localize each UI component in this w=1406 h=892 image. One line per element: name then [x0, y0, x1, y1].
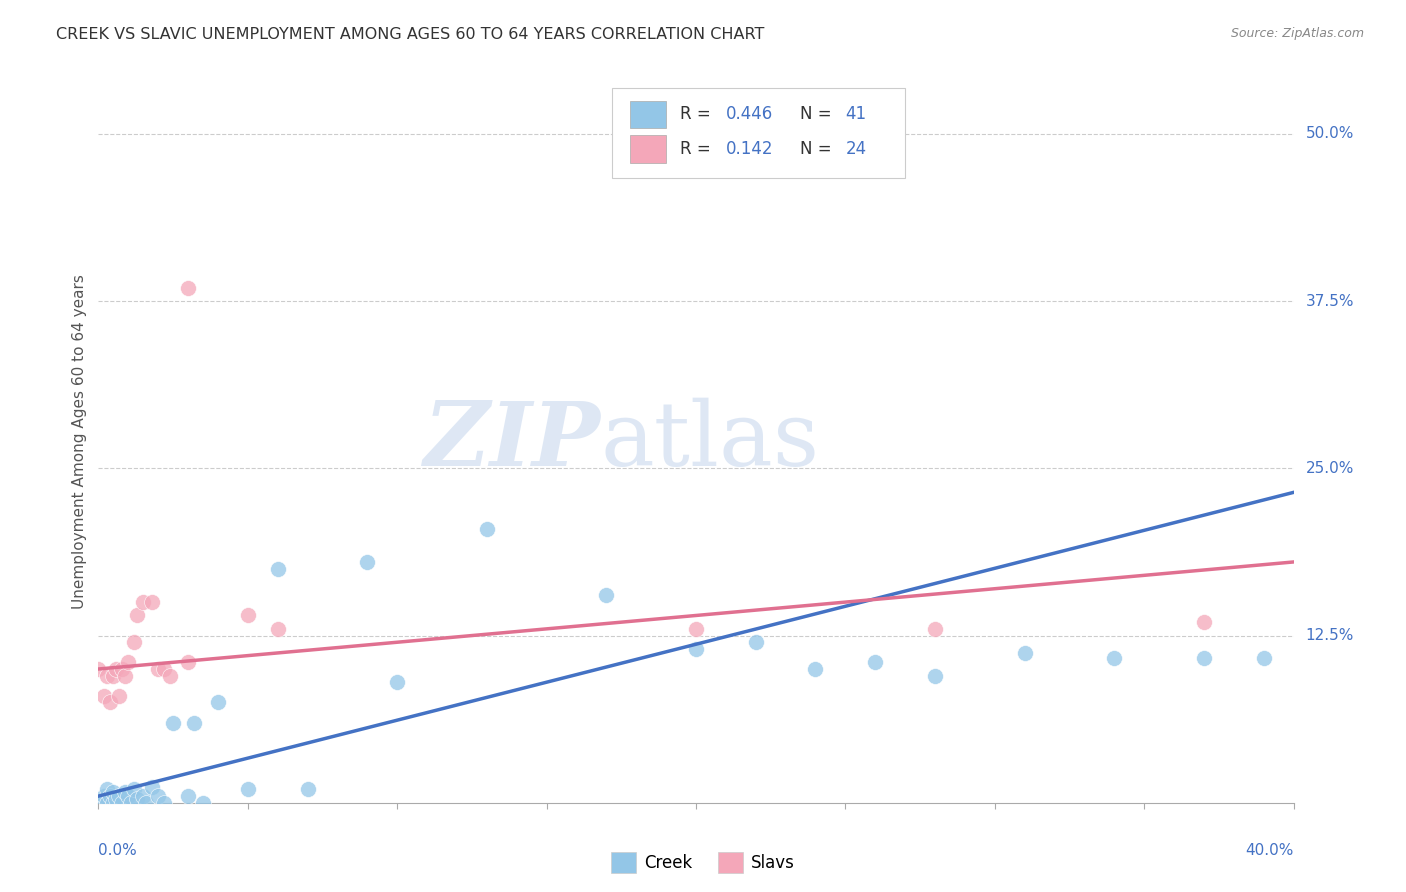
Text: Source: ZipAtlas.com: Source: ZipAtlas.com	[1230, 27, 1364, 40]
Text: 41: 41	[845, 105, 866, 123]
Point	[96, 796, 118, 810]
Point	[93, 789, 115, 804]
Point	[103, 669, 125, 683]
Point	[804, 662, 827, 676]
Point	[114, 669, 136, 683]
Point	[105, 792, 128, 806]
Text: 24: 24	[845, 140, 866, 158]
Point	[153, 662, 176, 676]
Point	[108, 789, 131, 804]
Point	[127, 608, 149, 623]
Point	[1192, 651, 1215, 665]
Point	[93, 689, 115, 703]
Point	[98, 789, 122, 804]
Text: N =: N =	[800, 140, 837, 158]
Point	[117, 789, 139, 804]
Text: atlas: atlas	[600, 398, 820, 485]
Point	[148, 662, 170, 676]
Point	[148, 789, 170, 804]
Point	[162, 715, 184, 730]
Point	[207, 696, 229, 710]
Point	[1104, 651, 1126, 665]
Text: R =: R =	[681, 105, 717, 123]
Point	[111, 662, 134, 676]
Point	[865, 655, 887, 669]
Point	[177, 281, 200, 295]
Legend: Creek, Slavs: Creek, Slavs	[605, 846, 801, 880]
Point	[120, 796, 142, 810]
Point	[236, 782, 259, 797]
Point	[183, 715, 205, 730]
Text: ZIP: ZIP	[425, 399, 600, 484]
Text: 0.142: 0.142	[725, 140, 773, 158]
Point	[177, 655, 200, 669]
Point	[236, 608, 259, 623]
Point	[159, 669, 181, 683]
Point	[1192, 615, 1215, 630]
Point	[111, 796, 134, 810]
Point	[177, 789, 200, 804]
Text: N =: N =	[800, 105, 837, 123]
Point	[124, 635, 146, 649]
Point	[127, 792, 149, 806]
Point	[87, 796, 110, 810]
Point	[124, 782, 146, 797]
Text: 25.0%: 25.0%	[1306, 461, 1354, 475]
Point	[141, 780, 163, 794]
Text: 40.0%: 40.0%	[1246, 843, 1294, 857]
Point	[297, 782, 319, 797]
Point	[153, 796, 176, 810]
Point	[114, 785, 136, 799]
FancyBboxPatch shape	[613, 87, 905, 178]
Point	[685, 622, 707, 636]
Point	[135, 796, 157, 810]
Point	[685, 642, 707, 657]
Point	[595, 589, 617, 603]
Point	[87, 662, 110, 676]
Point	[117, 655, 139, 669]
Text: R =: R =	[681, 140, 717, 158]
Point	[1014, 646, 1036, 660]
Point	[924, 622, 946, 636]
Point	[356, 555, 378, 569]
Point	[132, 595, 155, 609]
Point	[103, 796, 125, 810]
Point	[475, 521, 498, 535]
FancyBboxPatch shape	[630, 101, 666, 128]
Y-axis label: Unemployment Among Ages 60 to 64 years: Unemployment Among Ages 60 to 64 years	[72, 274, 87, 609]
Text: 0.446: 0.446	[725, 105, 773, 123]
FancyBboxPatch shape	[630, 136, 666, 162]
Point	[141, 595, 163, 609]
Text: CREEK VS SLAVIC UNEMPLOYMENT AMONG AGES 60 TO 64 YEARS CORRELATION CHART: CREEK VS SLAVIC UNEMPLOYMENT AMONG AGES …	[56, 27, 765, 42]
Text: 0.0%: 0.0%	[98, 843, 138, 857]
Point	[267, 562, 290, 576]
Point	[745, 635, 768, 649]
Point	[98, 696, 122, 710]
Text: 37.5%: 37.5%	[1306, 293, 1354, 309]
Point	[1253, 651, 1275, 665]
Point	[105, 662, 128, 676]
Point	[96, 669, 118, 683]
Point	[191, 796, 214, 810]
Point	[267, 622, 290, 636]
Point	[108, 689, 131, 703]
Point	[385, 675, 409, 690]
Text: 50.0%: 50.0%	[1306, 127, 1354, 141]
Point	[132, 789, 155, 804]
Text: 12.5%: 12.5%	[1306, 628, 1354, 643]
Point	[96, 782, 118, 797]
Point	[924, 669, 946, 683]
Point	[103, 785, 125, 799]
